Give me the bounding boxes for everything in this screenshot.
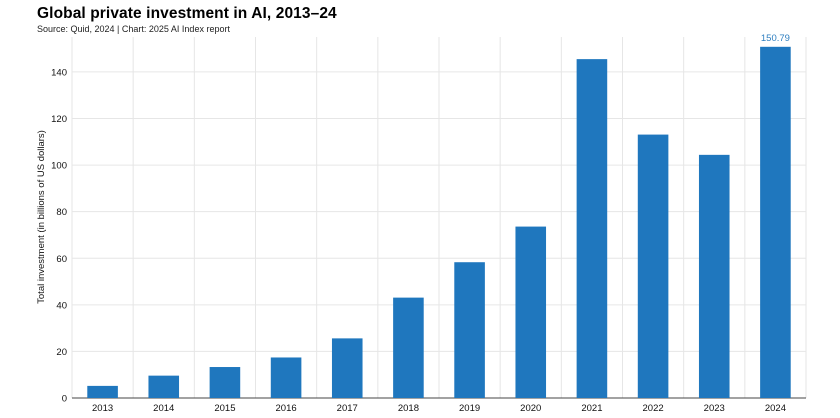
bar-2023 [698, 154, 730, 398]
x-tick-label: 2013 [92, 403, 113, 414]
bar-2015 [209, 367, 241, 398]
x-tick-label: 2022 [643, 403, 664, 414]
y-tick-label: 80 [56, 207, 67, 218]
x-tick-label: 2017 [337, 403, 358, 414]
x-tick-label: 2023 [704, 403, 725, 414]
y-tick-label: 20 [56, 347, 67, 358]
bar-2016 [270, 357, 302, 398]
x-tick-label: 2024 [765, 403, 786, 414]
x-tick-label: 2019 [459, 403, 480, 414]
y-tick-label: 40 [56, 300, 67, 311]
bar-2022 [637, 134, 669, 398]
data-labels: 150.79 [761, 33, 790, 44]
grid-lines [71, 37, 807, 399]
x-tick-label: 2015 [214, 403, 235, 414]
bar-2018 [393, 297, 424, 398]
y-tick-label: 60 [56, 254, 67, 265]
bar-2021 [576, 59, 608, 399]
x-tick-label: 2021 [581, 403, 602, 414]
y-tick-label: 0 [62, 394, 67, 405]
bar-2013 [87, 385, 118, 398]
x-tick-label: 2018 [398, 403, 419, 414]
x-tick-label: 2014 [153, 403, 174, 414]
bar-2017 [331, 338, 363, 398]
data-label: 150.79 [761, 33, 790, 44]
tick-labels: 0 20 40 60 80 100 120 140 2013 2014 2015 2016 2017 20… [51, 67, 786, 414]
chart-subtitle: Source: Quid, 2024 | Chart: 2025 AI Inde… [37, 24, 230, 34]
bar-2020 [515, 226, 547, 398]
bars [87, 46, 791, 399]
y-tick-label: 140 [51, 67, 67, 78]
x-tick-label: 2016 [276, 403, 297, 414]
y-tick-label: 100 [51, 161, 67, 172]
y-axis-label: Total investment (in billions of US doll… [36, 130, 47, 304]
bar-2024 [760, 46, 791, 398]
bar-2014 [148, 375, 180, 398]
chart-title: Global private investment in AI, 2013–24 [37, 5, 337, 22]
bar-2019 [454, 262, 485, 398]
x-tick-label: 2020 [520, 403, 541, 414]
y-tick-label: 120 [51, 114, 67, 125]
